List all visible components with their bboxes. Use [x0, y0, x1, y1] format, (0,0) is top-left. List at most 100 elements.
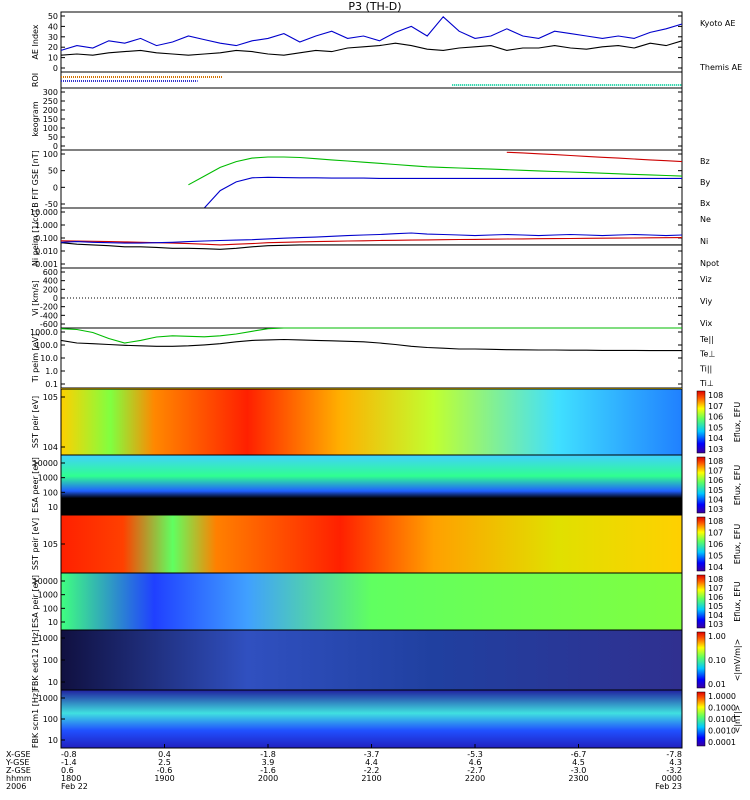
keogram-ytick-label: 200 — [43, 106, 58, 115]
fbk_b-colorbar-label: <|nT|> — [733, 705, 742, 734]
xaxis-tick-y: 3.9 — [262, 758, 275, 767]
fbk_b-ytick-label: 100 — [43, 715, 58, 724]
dens-ytick-label: 1.000 — [35, 221, 58, 230]
temp-ylabel: Ti peim [eV] — [31, 334, 40, 384]
fbk_b-ytick-label: 10 — [48, 736, 58, 745]
esa_i-ytick-label: 1000 — [38, 591, 58, 600]
fbk_e-colorbar-tick: 0.01 — [708, 680, 726, 689]
esa_i-ytick-label: 100 — [43, 604, 58, 613]
xaxis-tick-t: 1900 — [154, 774, 174, 783]
sst_e-colorbar-tick: 105 — [708, 423, 723, 432]
sst_i-colorbar-label: Eflux, EFU — [733, 524, 742, 565]
dens-legend-ne: Ne — [700, 215, 711, 224]
sst_e-colorbar-tick: 108 — [708, 391, 723, 400]
bfit-legend-bx: Bx — [700, 199, 710, 208]
keogram-ytick-label: 150 — [43, 115, 58, 124]
bfit-legend-by: By — [700, 178, 710, 187]
fbk_b-colorbar-tick: 0.0010 — [708, 727, 736, 736]
keogram-panel-frame — [60, 87, 683, 151]
vel-ytick-label: 200 — [43, 285, 58, 294]
vel-ytick-label: -200 — [40, 303, 58, 312]
temp-ytick-label: 100.0 — [35, 341, 58, 350]
xaxis-tick-t: 2200 — [465, 774, 485, 783]
xaxis-tick-y: 4.3 — [669, 758, 682, 767]
fbk_b-spectrogram — [61, 690, 682, 748]
fbk_e-colorbar-tick: 1.00 — [708, 632, 726, 641]
roi-ylabel: ROI — [31, 73, 40, 87]
fbk_b-ylabel: FBK scm1 [Hz] — [31, 690, 40, 748]
vel-legend-viy: Viy — [700, 297, 713, 306]
esa_i-colorbar-label: Eflux, EFU — [733, 581, 742, 622]
vel-ytick-label: -600 — [40, 320, 58, 329]
esa_e-colorbar-tick: 105 — [708, 486, 723, 495]
temp-ytick-label: 0.1 — [45, 380, 58, 389]
keogram-ytick-label: 50 — [48, 133, 58, 142]
sst_e-colorbar-label: Eflux, EFU — [733, 402, 742, 443]
xaxis-row-label: Y-GSE — [5, 758, 29, 767]
ae-ytick-label: 50 — [48, 12, 58, 21]
xaxis-tick-t: 0000 — [662, 774, 682, 783]
xaxis-tick-z: 0.6 — [61, 766, 74, 775]
fbk_b-colorbar-tick: 0.0001 — [708, 738, 736, 747]
dens-series-npot — [60, 232, 683, 244]
bfit-ylabel: B FIT GSE [nT] — [31, 150, 40, 208]
dens-ylabel: Ni peim [1/cc] — [31, 210, 40, 266]
sst_e-ytick-label: 105 — [43, 393, 58, 402]
xaxis-tick-z: -2.2 — [364, 766, 380, 775]
vel-ylabel: Vi [km/s] — [31, 280, 40, 316]
esa_e-colorbar-tick: 107 — [708, 467, 723, 476]
keogram-ytick-label: 250 — [43, 97, 58, 106]
keogram-ytick-label: 300 — [43, 88, 58, 97]
keogram-ylabel: keogram — [31, 101, 40, 136]
ae-ytick-label: 30 — [48, 33, 58, 42]
bfit-ytick-label: 0 — [53, 183, 58, 192]
temp-legend-te-: Te|| — [699, 335, 714, 344]
sst_e-spectrogram — [61, 389, 682, 455]
xaxis-tick-t: 2300 — [568, 774, 588, 783]
esa_e-ytick-label: 10 — [48, 503, 58, 512]
keogram-ytick-label: 0 — [53, 142, 58, 151]
keogram-ytick-label: 100 — [43, 124, 58, 133]
plot-title: P3 (TH-D) — [348, 0, 401, 13]
temp-series-ti — [60, 327, 682, 344]
dens-legend-ni: Ni — [700, 237, 708, 246]
sst_i-colorbar-tick: 104 — [708, 563, 723, 572]
xaxis-tick-x: -6.7 — [571, 750, 587, 759]
xaxis-tick-y: 2.5 — [158, 758, 171, 767]
fbk_b-colorbar-tick: 1.0000 — [708, 692, 736, 701]
esa_e-colorbar-tick: 106 — [708, 476, 723, 485]
xaxis-row-label: 2006 — [6, 782, 26, 791]
bfit-ytick-label: 50 — [48, 167, 58, 176]
esa_e-colorbar-tick: 108 — [708, 457, 723, 466]
esa_e-colorbar — [696, 456, 706, 514]
xaxis-row-label: X-GSE — [6, 750, 31, 759]
esa_e-ytick-label: 10000 — [33, 459, 58, 468]
bfit-legend-bz: Bz — [700, 157, 710, 166]
fbk_e-ytick-label: 10 — [48, 678, 58, 687]
fbk_b-colorbar-tick: 0.1000 — [708, 704, 736, 713]
temp-ytick-label: 1000.0 — [30, 328, 58, 337]
fbk_e-ytick-label: 100 — [43, 656, 58, 665]
ae-ytick-label: 20 — [48, 43, 58, 52]
sst_e-colorbar-tick: 106 — [708, 413, 723, 422]
vel-legend-vix: Vix — [700, 319, 713, 328]
esa_i-colorbar-tick: 108 — [708, 575, 723, 584]
dens-ytick-label: 0.100 — [35, 234, 58, 243]
sst_e-colorbar — [696, 390, 706, 454]
sst_e-ytick-label: 104 — [43, 443, 58, 452]
esa_i-ytick-label: 10 — [48, 618, 58, 627]
xaxis-row-label: hhmm — [6, 774, 32, 783]
fbk_e-ylabel: FBK edc12 [Hz] — [31, 629, 40, 690]
xaxis-tick-z: -3.0 — [571, 766, 587, 775]
xaxis-tick-date: Feb 23 — [655, 782, 682, 791]
dens-ytick-label: 10.000 — [30, 208, 58, 217]
xaxis-tick-x: 0.4 — [158, 750, 171, 759]
xaxis-tick-x: -1.8 — [260, 750, 276, 759]
ae-ylabel: AE Index — [31, 24, 40, 59]
xaxis-tick-y: -1.4 — [61, 758, 77, 767]
fbk_e-colorbar — [696, 631, 706, 689]
dens-legend-npot: Npot — [700, 259, 719, 268]
esa_e-ylabel: ESA peer [eV] — [31, 457, 40, 513]
sst_i-colorbar-tick: 106 — [708, 540, 723, 549]
